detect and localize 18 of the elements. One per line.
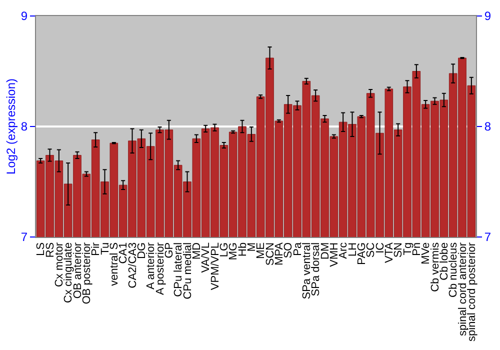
x-tick-label: DG bbox=[136, 242, 148, 259]
y2-tick-label: 8 bbox=[484, 120, 492, 134]
x-tick-label: Cb lobe bbox=[438, 242, 450, 280]
y2-tick-label: 9 bbox=[484, 9, 492, 24]
y-tick-label: 7 bbox=[20, 230, 28, 244]
y-tick-label: 8 bbox=[20, 120, 28, 134]
x-tick-label: Arc bbox=[338, 242, 350, 259]
x-tick-label: CPu medial bbox=[182, 242, 194, 300]
x-tick-label: PAG bbox=[356, 242, 368, 265]
x-tick-label: MVe bbox=[420, 242, 432, 264]
x-tick-label: SCN bbox=[264, 242, 276, 266]
y-tick-label: 9 bbox=[20, 9, 28, 24]
x-tick-label: Pir bbox=[90, 242, 102, 256]
y-axis-title: Log2 (expression) bbox=[4, 78, 18, 175]
x-tick-label: LG bbox=[218, 242, 230, 258]
y2-tick-label: 7 bbox=[484, 230, 492, 244]
x-tick-label: IC bbox=[374, 242, 386, 254]
x-tick-label: RS bbox=[44, 242, 56, 258]
